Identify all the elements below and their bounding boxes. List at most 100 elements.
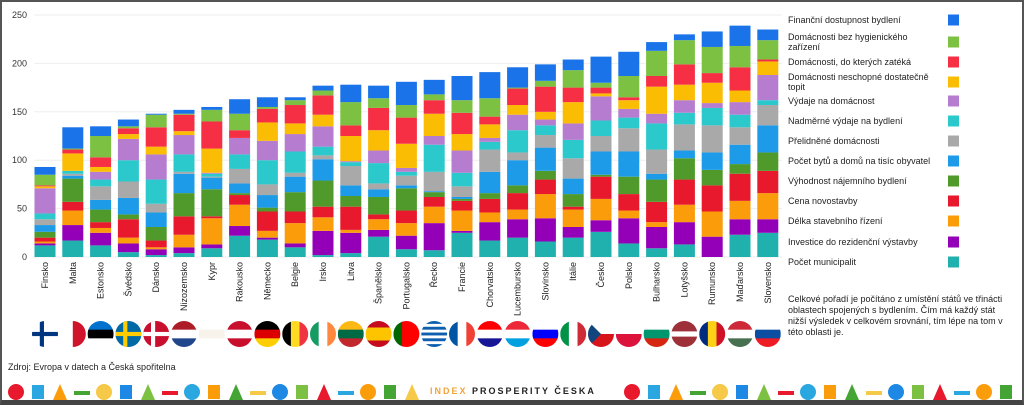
bar-segment bbox=[562, 70, 584, 88]
bar-segment bbox=[590, 136, 612, 152]
bar-segment bbox=[229, 193, 251, 196]
bar-segment bbox=[507, 193, 529, 210]
bar-segment bbox=[395, 81, 417, 106]
bar-segment bbox=[701, 152, 723, 170]
x-tick-label: Rumunsko bbox=[707, 262, 717, 305]
bar-segment bbox=[423, 144, 445, 172]
bar-segment bbox=[201, 176, 223, 178]
bar-segment bbox=[90, 222, 112, 228]
bar-segment bbox=[368, 229, 390, 237]
bar-segment bbox=[340, 232, 362, 254]
bar-stack bbox=[423, 79, 445, 257]
bar-segment bbox=[534, 80, 556, 87]
bar-segment bbox=[229, 130, 251, 138]
x-tick-label: Maďarsko bbox=[735, 262, 745, 302]
bar-segment bbox=[312, 255, 334, 257]
bar-segment bbox=[62, 210, 84, 226]
bar-segment bbox=[90, 232, 112, 246]
decorative-circle-icon bbox=[624, 384, 640, 400]
decorative-mountain-icon bbox=[845, 384, 859, 400]
bar-segment bbox=[451, 210, 473, 231]
bar-segment bbox=[117, 119, 139, 127]
bar-segment bbox=[562, 102, 584, 124]
bar-segment bbox=[618, 117, 640, 129]
bar-segment bbox=[34, 188, 56, 214]
bar-segment bbox=[479, 222, 501, 241]
bar-segment bbox=[34, 166, 56, 175]
bar-segment bbox=[590, 174, 612, 177]
bar-segment bbox=[479, 98, 501, 117]
legend-swatch bbox=[948, 14, 959, 26]
country-flag-icon bbox=[754, 321, 781, 347]
bar-segment bbox=[395, 143, 417, 168]
bar-segment bbox=[117, 237, 139, 244]
bar-segment bbox=[618, 108, 640, 118]
bar-segment bbox=[62, 149, 84, 154]
bar-segment bbox=[90, 171, 112, 180]
bar-segment bbox=[34, 174, 56, 186]
bar-segment bbox=[62, 175, 84, 179]
bar-segment bbox=[145, 226, 167, 241]
bar-segment bbox=[395, 117, 417, 144]
decorative-mountain-icon bbox=[669, 384, 683, 400]
bar-segment bbox=[145, 203, 167, 213]
bar-segment bbox=[173, 193, 195, 217]
bar-segment bbox=[701, 46, 723, 74]
bar-stack bbox=[34, 166, 56, 257]
bar-segment bbox=[701, 31, 723, 47]
legend-swatch bbox=[948, 76, 959, 88]
bar-segment bbox=[534, 194, 556, 219]
legend-label: Délka stavebního řízení bbox=[788, 216, 883, 226]
bar-segment bbox=[117, 138, 139, 161]
bar-segment bbox=[90, 179, 112, 187]
bar-segment bbox=[395, 167, 417, 172]
decorative-building-icon bbox=[648, 385, 660, 399]
bar-segment bbox=[201, 248, 223, 257]
bar-segment bbox=[423, 113, 445, 136]
bar-segment bbox=[340, 229, 362, 233]
bar-segment bbox=[145, 114, 167, 128]
bar-segment bbox=[507, 237, 529, 257]
bar-segment bbox=[62, 148, 84, 150]
country-flag-icon bbox=[727, 321, 753, 347]
bar-segment bbox=[173, 131, 195, 136]
bar-segment bbox=[284, 211, 306, 224]
bar-segment bbox=[90, 209, 112, 223]
bar-segment bbox=[757, 59, 779, 62]
bar-segment bbox=[618, 218, 640, 244]
bar-segment bbox=[562, 194, 584, 207]
bar-segment bbox=[757, 232, 779, 257]
bar-stack bbox=[534, 64, 556, 257]
bar-stack bbox=[340, 84, 362, 257]
bar-segment bbox=[284, 172, 306, 177]
bar-segment bbox=[145, 249, 167, 256]
bar-segment bbox=[646, 86, 668, 114]
bar-segment bbox=[284, 105, 306, 124]
bar-segment bbox=[368, 130, 390, 151]
bar-segment bbox=[646, 149, 668, 174]
bar-segment bbox=[62, 127, 84, 149]
bar-segment bbox=[673, 112, 695, 125]
bar-segment bbox=[201, 218, 223, 245]
decorative-building-icon bbox=[120, 385, 132, 399]
bar-segment bbox=[618, 176, 640, 195]
bar-segment bbox=[673, 40, 695, 65]
bar-segment bbox=[757, 193, 779, 220]
bar-segment bbox=[145, 154, 167, 180]
bar-segment bbox=[256, 207, 278, 212]
bar-segment bbox=[646, 201, 668, 223]
bar-segment bbox=[590, 151, 612, 175]
legend-swatch bbox=[948, 175, 959, 187]
bar-segment bbox=[646, 50, 668, 76]
bar-segment bbox=[534, 170, 556, 180]
bar-segment bbox=[701, 211, 723, 237]
bar-segment bbox=[284, 243, 306, 248]
bar-segment bbox=[368, 219, 390, 230]
bar-segment bbox=[256, 122, 278, 141]
bar-segment bbox=[312, 90, 334, 96]
bar-segment bbox=[729, 102, 751, 115]
bar-segment bbox=[201, 172, 223, 174]
bar-segment bbox=[534, 111, 556, 120]
bar-segment bbox=[507, 88, 529, 106]
bar-segment bbox=[62, 173, 84, 176]
